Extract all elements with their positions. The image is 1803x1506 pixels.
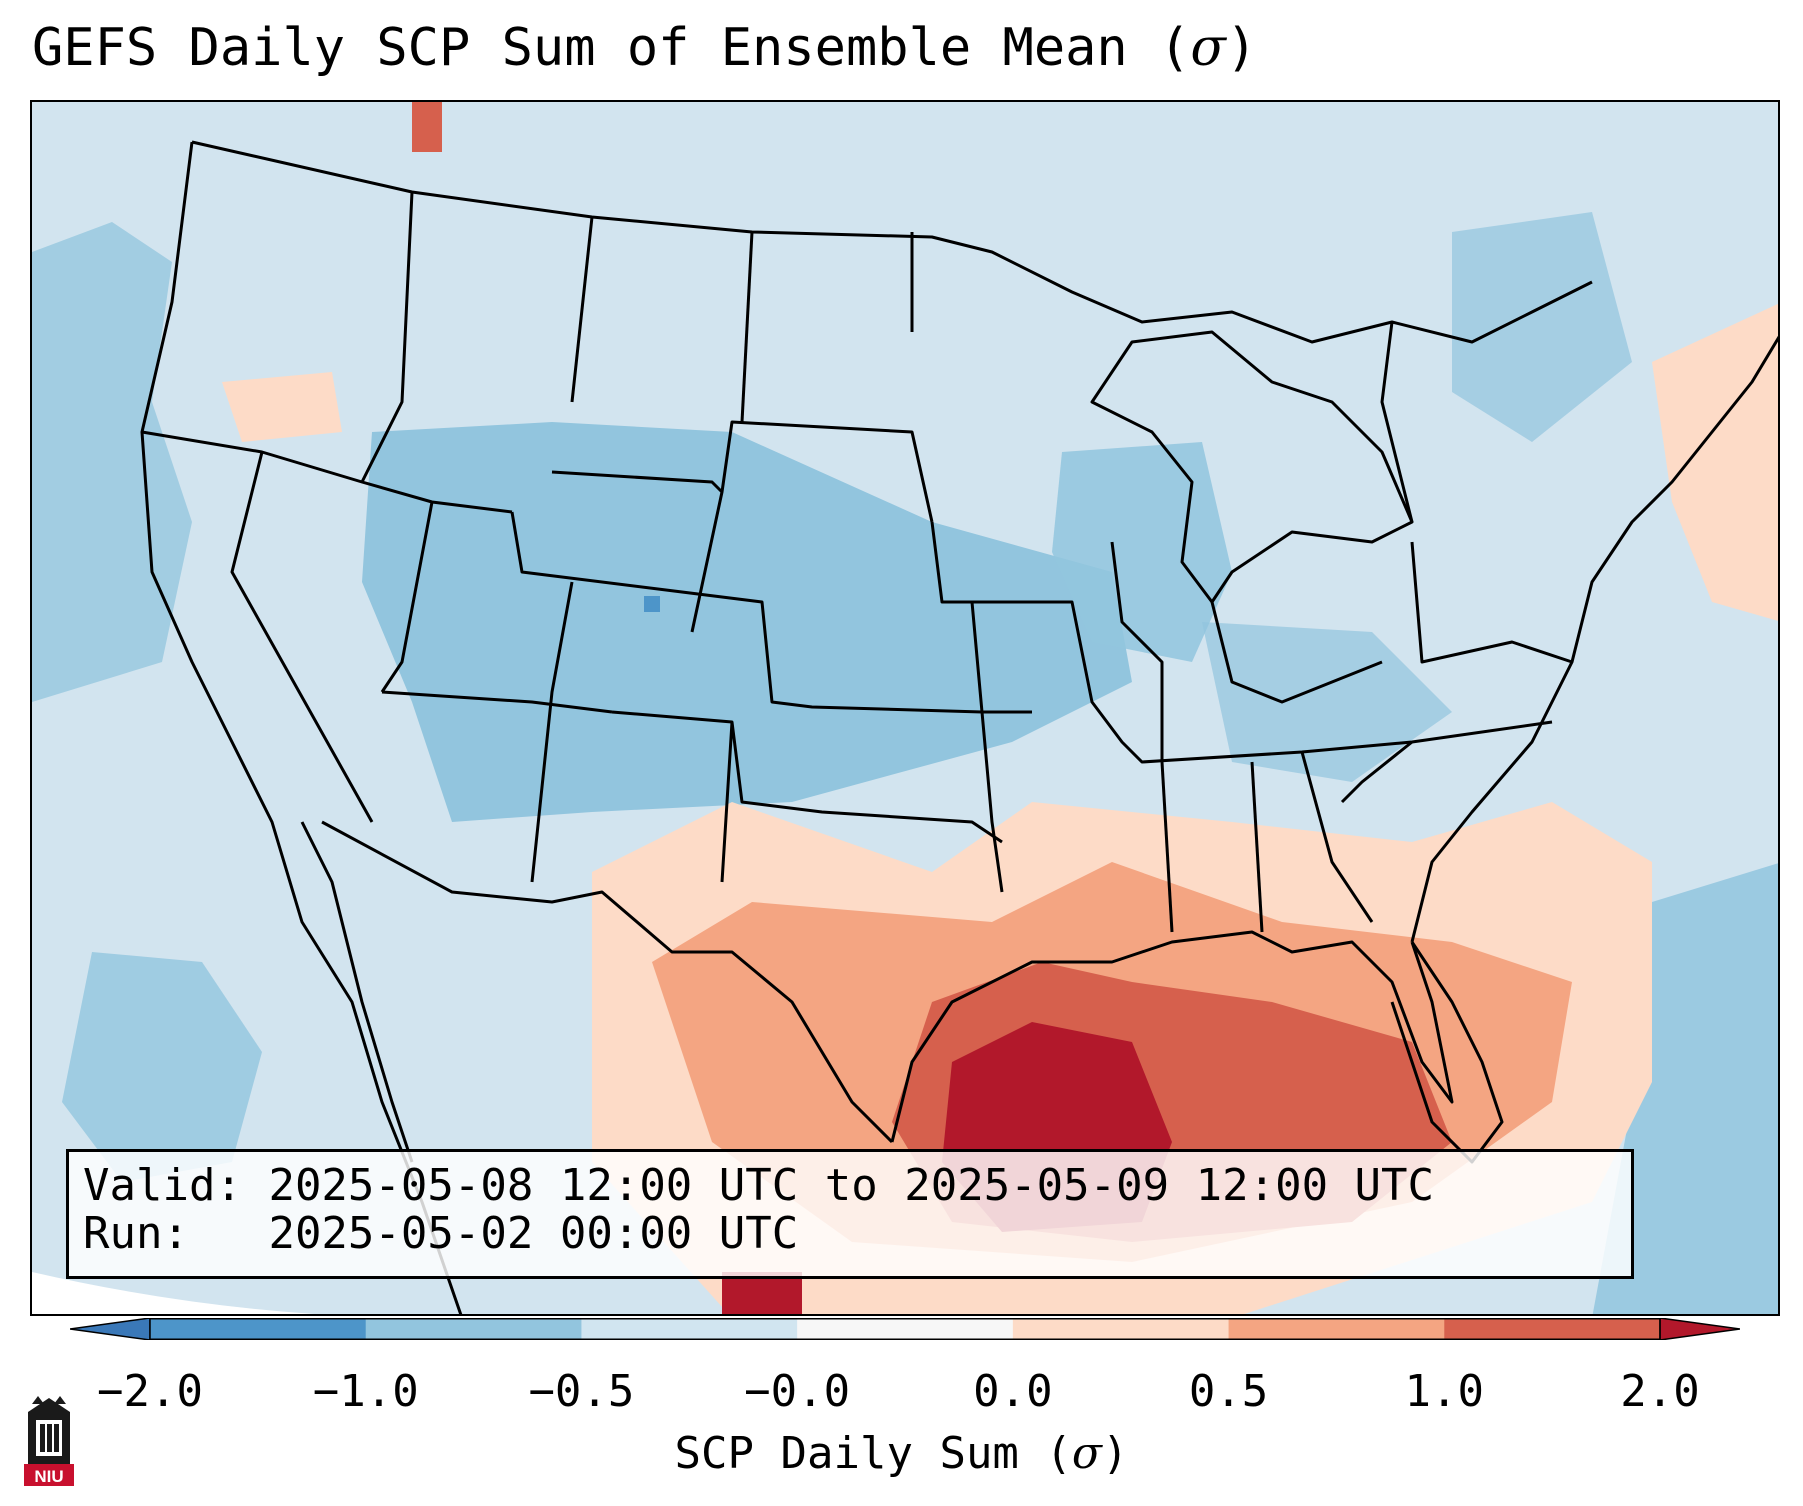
state-line-5 bbox=[551, 470, 724, 633]
oregon-pink bbox=[222, 372, 342, 442]
state-line-22 bbox=[570, 216, 594, 403]
us-mexico-border bbox=[321, 820, 894, 1144]
state-line-18 bbox=[1410, 541, 1573, 664]
colorbar-outline bbox=[149, 1318, 1661, 1340]
colorbar-tick-label: −2.0 bbox=[97, 1366, 203, 1417]
colorbar-extend-low bbox=[70, 1318, 151, 1340]
colorbar-tick-label: −0.5 bbox=[528, 1366, 635, 1417]
great-lakes bbox=[1090, 330, 1414, 604]
pacific-blue-patch bbox=[62, 952, 262, 1182]
state-line-9 bbox=[611, 710, 1003, 844]
state-line-13 bbox=[1110, 541, 1164, 762]
colorbar-extend-high bbox=[1659, 1318, 1740, 1340]
logo-text: NIU bbox=[34, 1467, 63, 1486]
colorbar-bin bbox=[581, 1318, 798, 1340]
colorbar-label: SCP Daily Sum (σ) bbox=[674, 1428, 1129, 1479]
title-sigma: σ bbox=[1190, 18, 1226, 78]
state-line-7 bbox=[530, 581, 574, 883]
colorbar-bin bbox=[150, 1318, 367, 1340]
state-line-23 bbox=[360, 191, 414, 483]
west-coast-blue bbox=[32, 222, 192, 702]
colorbar-tick-label: −0.0 bbox=[744, 1366, 851, 1417]
canada-red-spot bbox=[412, 102, 442, 152]
state-line-2 bbox=[230, 451, 374, 823]
state-line-15 bbox=[1250, 761, 1264, 933]
state-line-4 bbox=[381, 690, 613, 714]
state-line-10 bbox=[720, 721, 734, 883]
state-line-3 bbox=[380, 501, 434, 693]
west-coast bbox=[140, 141, 463, 1314]
chart-title: GEFS Daily SCP Sum of Ensemble Mean (σ) bbox=[32, 18, 1258, 78]
colorbar-bin bbox=[1228, 1318, 1445, 1340]
colorbar-bin bbox=[1012, 1318, 1230, 1340]
run-value: 2025-05-02 00:00 UTC bbox=[268, 1208, 799, 1260]
state-line-21 bbox=[740, 231, 754, 423]
colorbar-bin bbox=[365, 1318, 582, 1340]
quebec-blue bbox=[1452, 212, 1632, 442]
colorbar-label-sigma: σ bbox=[1071, 1428, 1102, 1479]
state-line-24 bbox=[1380, 321, 1414, 523]
university-tower-logo-icon: NIU bbox=[24, 1396, 74, 1486]
state-line-14 bbox=[1160, 761, 1174, 933]
run-row: Run: 2025-05-02 00:00 UTC bbox=[83, 1210, 1617, 1258]
colorbar-tick-label: 2.0 bbox=[1620, 1366, 1700, 1417]
state-line-6 bbox=[510, 511, 1032, 714]
valid-row: Valid: 2025-05-08 12:00 UTC to 2025-05-0… bbox=[83, 1160, 1617, 1211]
gulf-coast bbox=[890, 930, 1454, 1143]
colorbar-tick-label: 0.0 bbox=[973, 1366, 1053, 1417]
state-line-11 bbox=[930, 521, 1553, 764]
run-label: Run: bbox=[83, 1208, 189, 1260]
state-line-17 bbox=[1340, 740, 1413, 804]
us-canada-border bbox=[191, 140, 1593, 344]
scp-map bbox=[32, 102, 1778, 1314]
colorbar-bin bbox=[797, 1318, 1014, 1340]
baja-coast bbox=[300, 821, 414, 1163]
colorbar-tick-label: 1.0 bbox=[1404, 1366, 1485, 1417]
florida bbox=[1390, 941, 1504, 1164]
ohio-valley-blue bbox=[1202, 622, 1452, 782]
east-coast bbox=[1410, 335, 1778, 943]
valid-label: Valid: bbox=[83, 1160, 242, 1211]
mexico-dark-red bbox=[722, 1272, 802, 1314]
state-line-19 bbox=[1210, 601, 1383, 704]
map-panel bbox=[30, 100, 1780, 1316]
state-line-16 bbox=[1300, 751, 1374, 923]
great-lakes-blue bbox=[1052, 442, 1232, 662]
colorbar bbox=[70, 1318, 1740, 1340]
colorbar-bin bbox=[1444, 1318, 1661, 1340]
colorbar-tick-label: −1.0 bbox=[312, 1366, 419, 1417]
state-line-12 bbox=[970, 601, 1004, 893]
state-boundaries bbox=[140, 140, 1778, 1314]
atlantic-blue bbox=[1592, 863, 1778, 1314]
state-line-8 bbox=[720, 420, 934, 523]
projection-edge bbox=[32, 1272, 315, 1314]
rockies-blue bbox=[362, 422, 1132, 822]
colorado-dark-pixel bbox=[644, 596, 660, 612]
valid-value: 2025-05-08 12:00 UTC to 2025-05-09 12:00… bbox=[268, 1160, 1435, 1211]
valid-run-info-box: Valid: 2025-05-08 12:00 UTC to 2025-05-0… bbox=[66, 1149, 1634, 1279]
colorbar-tick-label: 0.5 bbox=[1188, 1366, 1269, 1417]
ne-atlantic-pink bbox=[1652, 303, 1778, 621]
